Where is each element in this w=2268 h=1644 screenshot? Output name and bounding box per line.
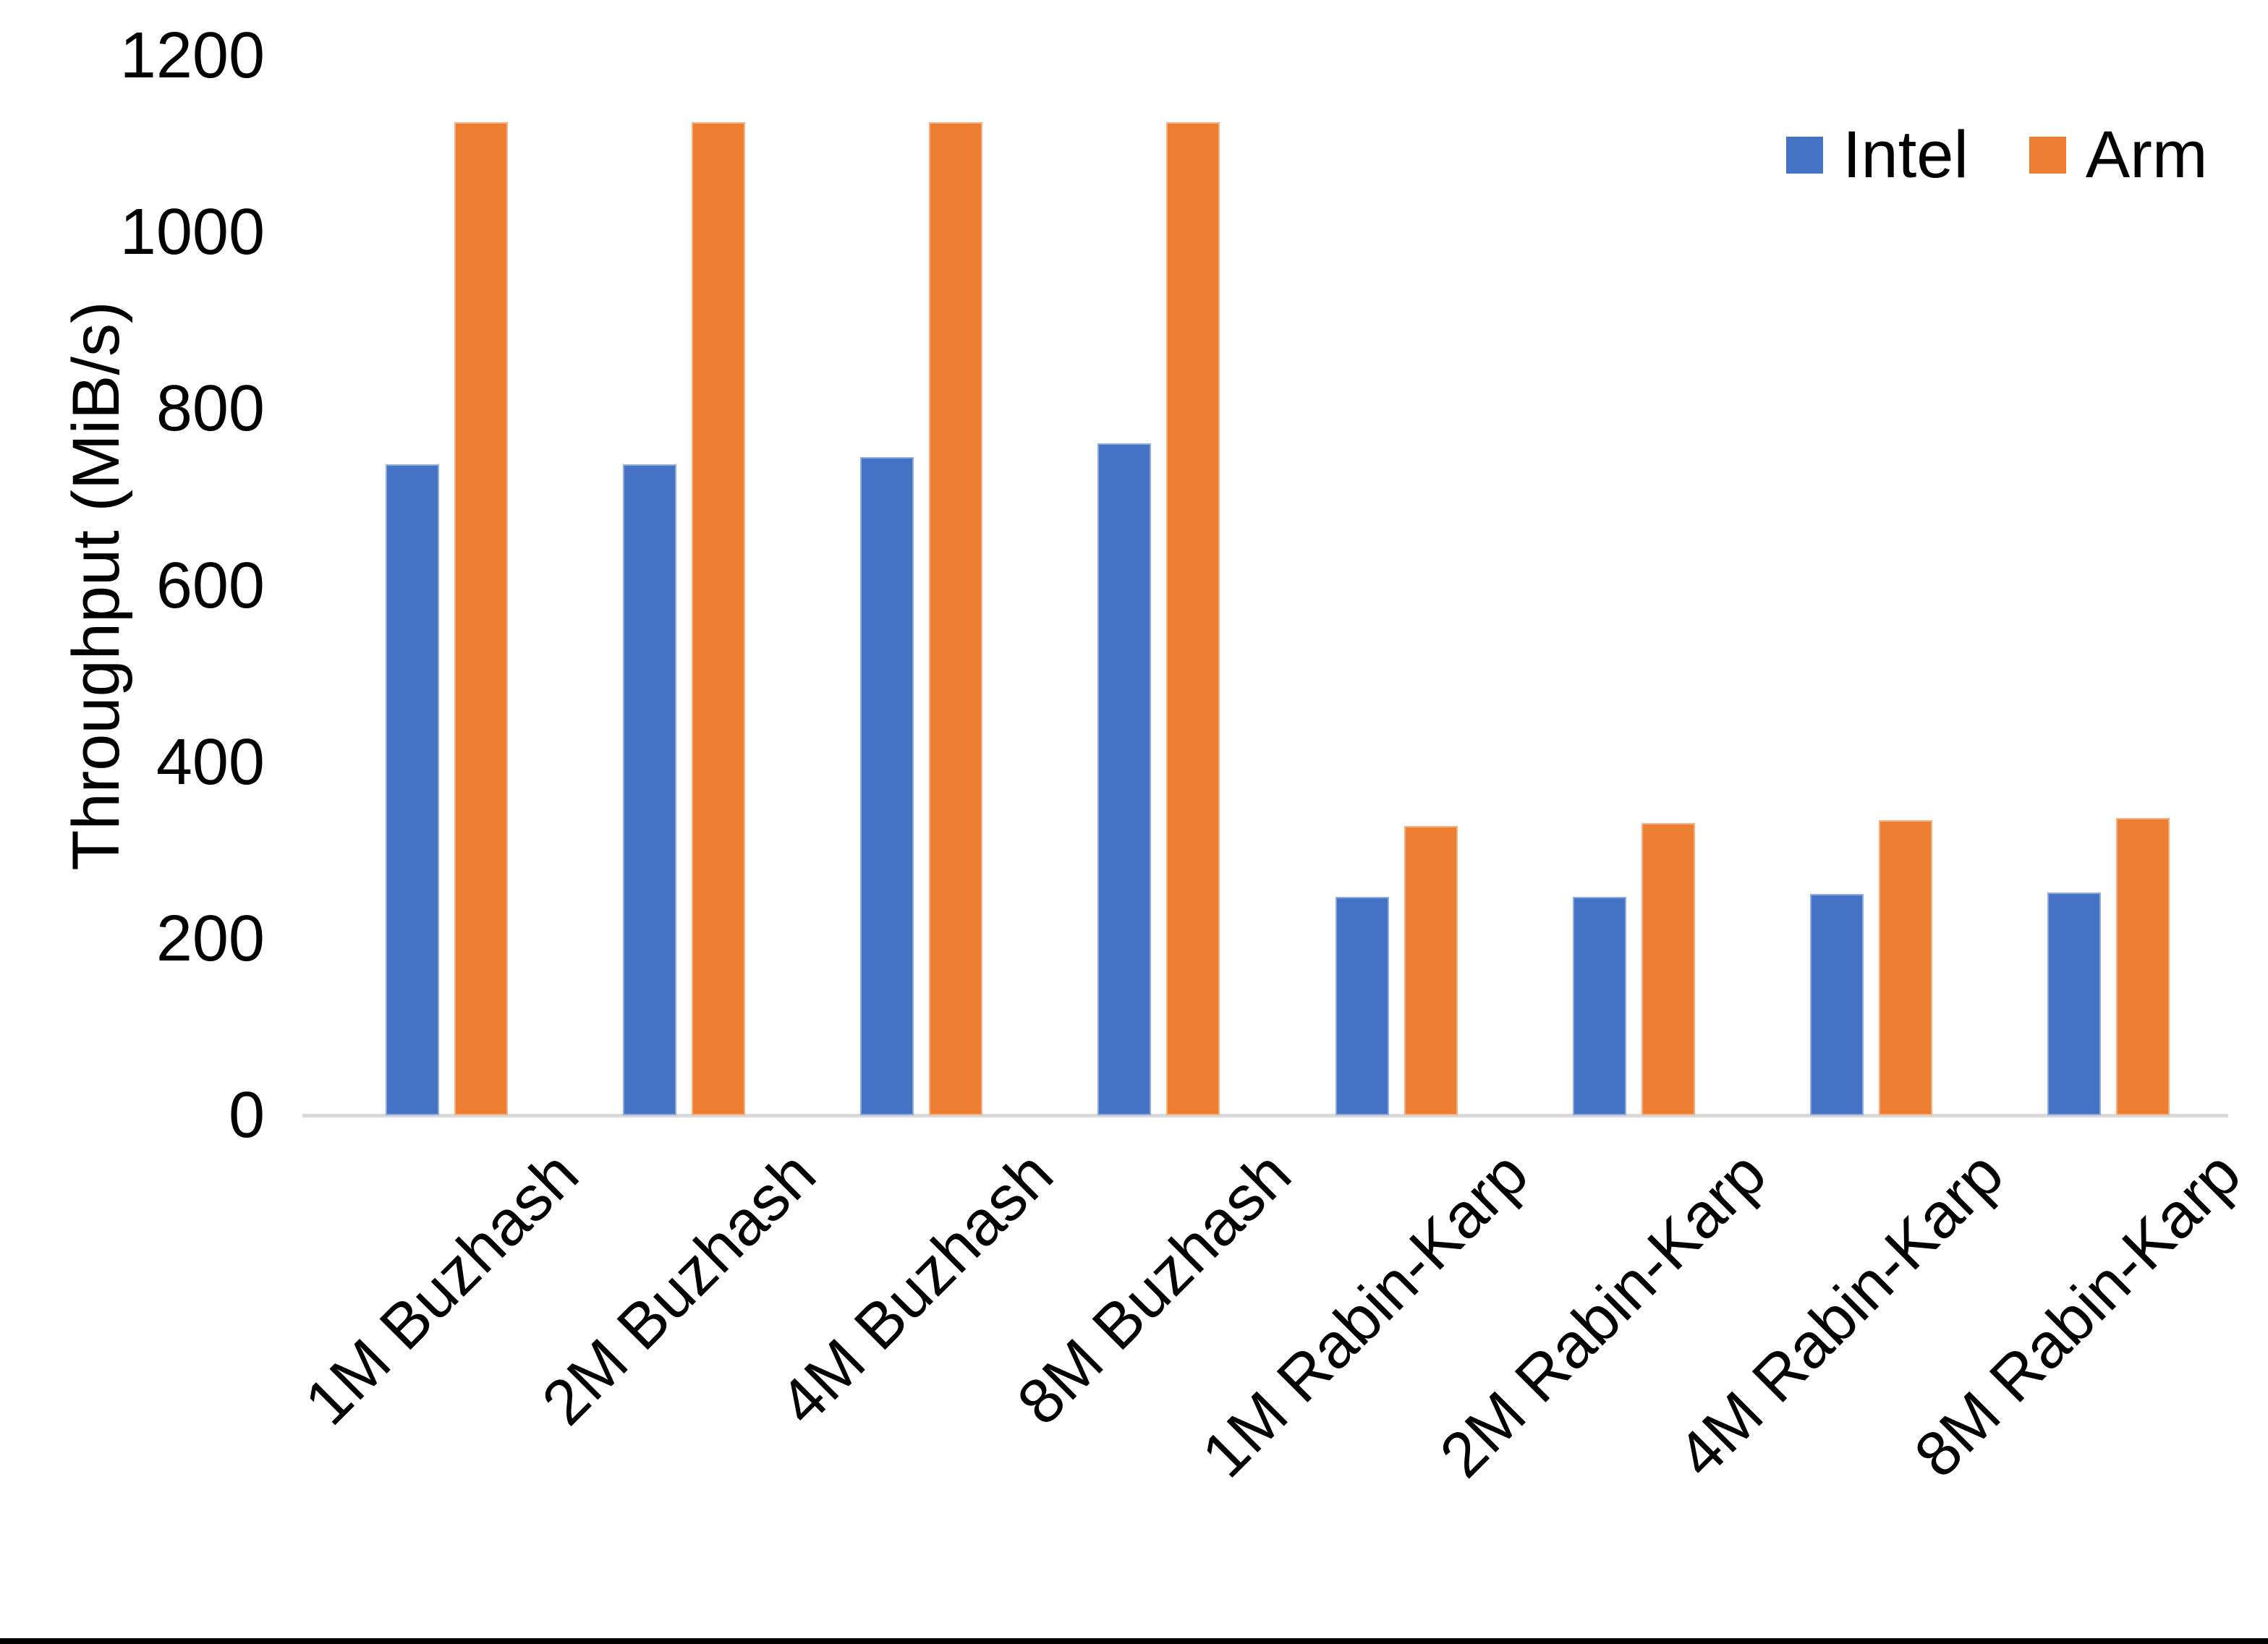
bar-arm-8m-buzhash [1166,122,1220,1115]
bar-intel-4m-rabin-karp [1810,893,1864,1115]
y-tick-label-600: 600 [156,549,265,622]
legend-label-arm: Arm [2085,118,2208,192]
legend-label-intel: Intel [1843,118,1968,192]
bar-arm-1m-buzhash [454,122,508,1115]
bar-intel-4m-buzhash [860,457,914,1115]
bar-arm-1m-rabin-karp [1403,825,1458,1115]
bar-arm-4m-rabin-karp [1879,820,1933,1115]
bar-arm-8m-rabin-karp [2116,817,2170,1115]
y-tick-label-400: 400 [156,725,265,798]
bar-intel-2m-rabin-karp [1572,897,1626,1115]
bar-intel-8m-rabin-karp [2047,893,2102,1115]
x-axis-line [302,1114,2228,1117]
bar-intel-1m-rabin-karp [1335,897,1389,1115]
legend-item-intel: Intel [1786,122,1968,188]
bottom-black-border [0,1638,2268,1644]
legend: Intel Arm [1786,122,2208,188]
y-tick-label-1200: 1200 [119,20,265,92]
bar-arm-4m-buzhash [929,122,983,1115]
legend-swatch-intel [1786,136,1823,174]
bar-intel-2m-buzhash [622,464,676,1115]
bar-intel-1m-buzhash [385,464,439,1115]
legend-swatch-arm [2029,136,2066,174]
bar-arm-2m-rabin-karp [1641,822,1695,1115]
y-tick-label-200: 200 [156,902,265,975]
legend-item-arm: Arm [2029,122,2208,188]
bar-arm-2m-buzhash [691,122,745,1115]
y-tick-label-0: 0 [228,1079,265,1151]
bar-intel-8m-buzhash [1097,443,1152,1115]
y-tick-label-800: 800 [156,372,265,446]
y-tick-label-1000: 1000 [119,196,265,269]
